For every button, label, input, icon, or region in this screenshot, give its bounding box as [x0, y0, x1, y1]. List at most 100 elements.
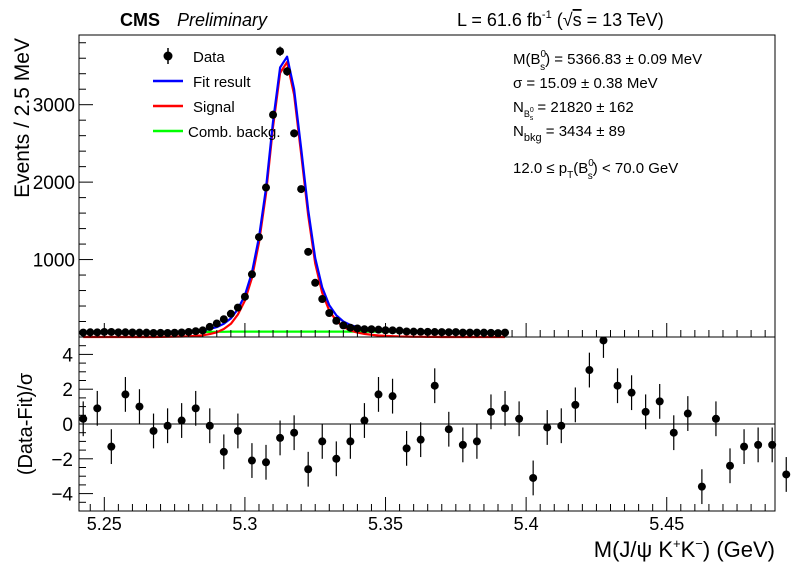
legend-item-data: Data — [163, 48, 225, 66]
main-y-tick-label: 1000 — [33, 251, 75, 272]
pull-point — [276, 420, 285, 456]
data-point — [240, 292, 249, 301]
data-point — [233, 303, 242, 312]
data-point — [430, 328, 439, 337]
pull-y-tick-label: −4 — [51, 485, 73, 506]
pull-point — [177, 403, 186, 438]
legend-item-bkg: Comb. backg. — [153, 124, 281, 141]
data-point — [346, 323, 355, 332]
data-point — [93, 328, 102, 337]
data-point — [318, 295, 327, 304]
data-point — [304, 247, 313, 256]
pull-point — [304, 451, 313, 487]
pull-point — [515, 401, 524, 437]
data-point — [297, 185, 306, 194]
data-point — [79, 328, 88, 337]
pull-point — [529, 460, 538, 496]
data-point — [472, 328, 481, 337]
signal-curve — [83, 60, 505, 339]
pull-point — [149, 413, 158, 449]
data-point — [367, 325, 376, 334]
pull-point — [332, 441, 341, 477]
pull-point — [262, 444, 271, 480]
main-fit-curves — [83, 55, 505, 339]
legend-item-fit: Fit result — [153, 74, 251, 91]
x-tick-label: 5.4 — [514, 514, 539, 534]
fit-param-sigma: σ = 15.09 ± 0.38 MeV — [513, 75, 658, 92]
data-point — [149, 328, 158, 337]
pull-point — [782, 457, 791, 492]
pull-point — [121, 377, 130, 412]
pull-point — [205, 408, 214, 444]
data-point — [121, 328, 130, 337]
main-y-tick-label: 2000 — [33, 173, 75, 194]
data-point — [402, 327, 411, 336]
legend: Data Fit result Signal Comb. backg. — [153, 48, 281, 141]
data-point — [262, 183, 271, 192]
data-point — [311, 278, 320, 287]
pull-point — [402, 430, 411, 466]
data-point — [254, 233, 263, 242]
pull-point — [740, 429, 749, 465]
fit-param-nbkg: Nbkg = 3434 ± 89 — [513, 123, 625, 144]
pull-y-tick-label: 0 — [62, 415, 73, 436]
pull-point — [458, 427, 467, 463]
x-ticks: 5.25 5.3 5.35 5.4 5.45 — [87, 323, 766, 534]
data-point — [290, 129, 299, 138]
pull-point — [768, 427, 777, 463]
pull-point — [93, 390, 102, 426]
x-tick-label: 5.35 — [368, 514, 403, 534]
data-point — [135, 328, 144, 337]
pull-point — [486, 394, 495, 430]
data-point — [388, 326, 397, 335]
pull-point — [290, 415, 299, 451]
pull-y-axis-label: (Data-Fit)/σ — [15, 372, 37, 475]
data-point — [360, 325, 369, 334]
legend-label-bkg: Comb. backg. — [188, 124, 281, 141]
fit-param-nsig: NB0 s = 21820 ± 162 — [513, 99, 634, 122]
x-tick-label: 5.3 — [232, 514, 257, 534]
pull-point — [233, 413, 242, 449]
data-point — [339, 321, 348, 330]
data-point — [107, 327, 116, 336]
fit-param-mass: M(B0 s) = 5366.83 ± 0.09 MeV — [513, 49, 702, 73]
x-axis-label: M(J/ψ K+K−) (GeV) — [594, 536, 775, 562]
pull-point — [754, 427, 763, 463]
pull-point — [571, 387, 580, 423]
data-point — [501, 328, 510, 337]
pull-point — [135, 389, 144, 424]
data-point — [205, 322, 214, 331]
data-point — [416, 327, 425, 336]
data-point — [191, 327, 200, 336]
pull-point — [163, 408, 172, 444]
x-tick-label: 5.25 — [87, 514, 122, 534]
fit-result-curve — [83, 55, 505, 334]
preliminary-label: Preliminary — [177, 10, 268, 30]
pull-y-tick-label: −2 — [51, 450, 73, 471]
data-point — [177, 328, 186, 337]
pull-point — [669, 415, 678, 451]
lumi-label: L = 61.6 fb-1 (√s = 13 TeV) — [457, 9, 664, 30]
main-y-tick-label: 3000 — [33, 96, 75, 117]
pull-point — [655, 383, 664, 419]
fit-parameters: M(B0 s) = 5366.83 ± 0.09 MeV σ = 15.09 ± … — [513, 49, 702, 182]
pull-point — [416, 422, 425, 458]
data-point — [269, 110, 278, 119]
pull-point — [79, 401, 88, 437]
data-point — [374, 325, 383, 334]
data-point — [332, 316, 341, 325]
data-point — [458, 328, 467, 337]
pull-point — [697, 469, 706, 505]
pull-point — [444, 411, 453, 447]
fit-param-pt-range: 12.0 ≤ pT(B0 s) < 70.0 GeV — [513, 158, 678, 182]
pull-point — [346, 424, 355, 459]
data-point — [247, 270, 256, 279]
pull-point — [388, 378, 397, 414]
cms-label: CMS — [120, 10, 160, 30]
pull-point — [711, 401, 720, 437]
data-point — [486, 328, 495, 337]
legend-marker-data — [163, 51, 173, 61]
data-point — [283, 66, 292, 76]
pull-point — [599, 336, 608, 358]
data-point — [444, 328, 453, 337]
